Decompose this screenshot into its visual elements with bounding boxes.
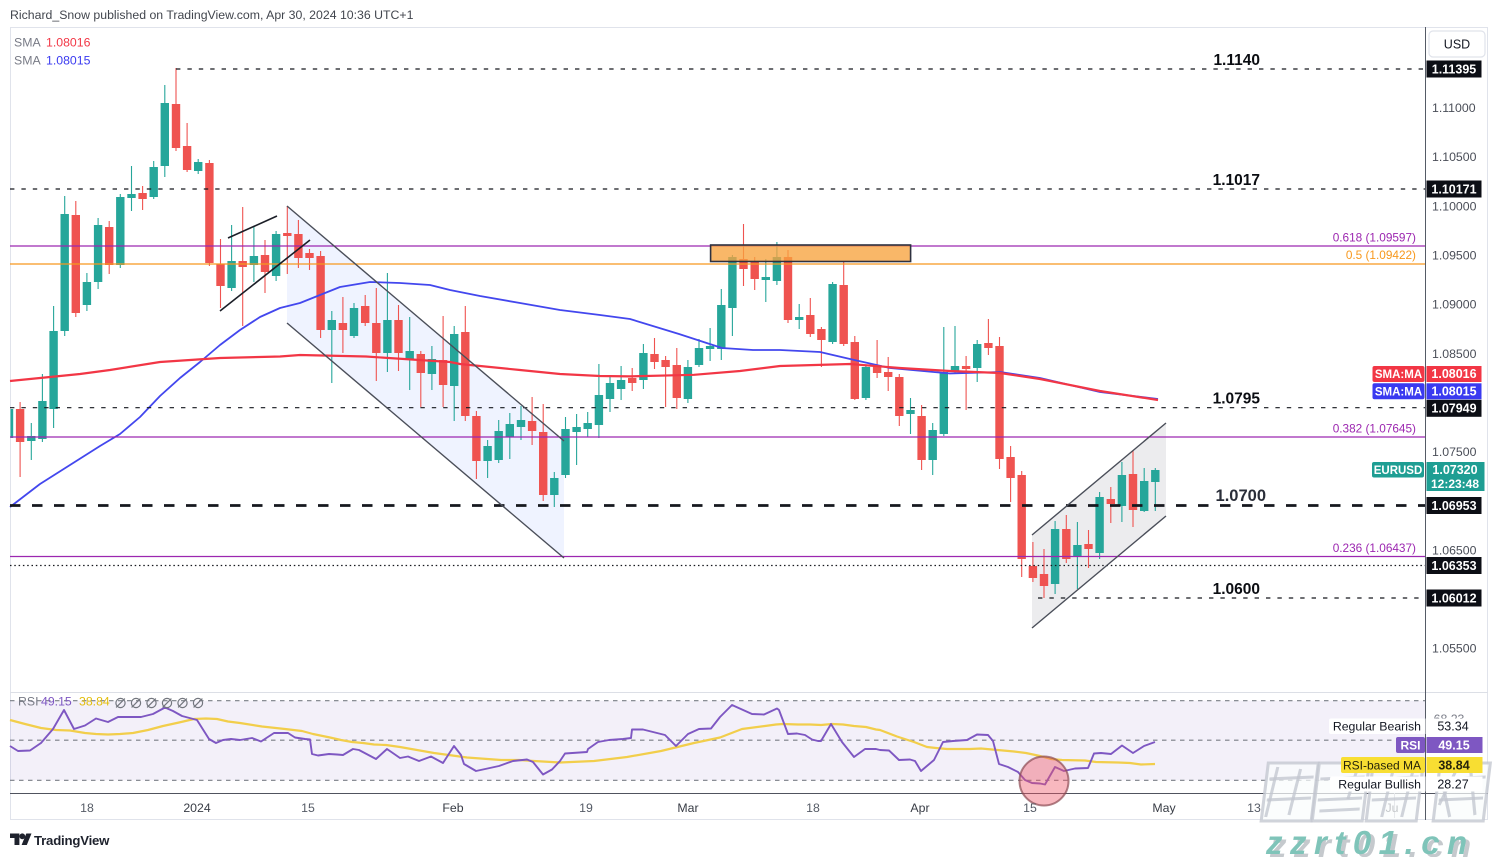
svg-text:1.08016: 1.08016 <box>1431 367 1476 381</box>
svg-text:USD: USD <box>1444 38 1470 52</box>
svg-text:Feb: Feb <box>442 801 463 815</box>
svg-text:RSI: RSI <box>18 695 39 709</box>
svg-text:19: 19 <box>579 801 593 815</box>
svg-text:12:23:48: 12:23:48 <box>1431 477 1479 491</box>
svg-text:RSI: RSI <box>1400 739 1420 753</box>
svg-text:18: 18 <box>806 801 820 815</box>
svg-text:15: 15 <box>301 801 315 815</box>
svg-text:49.15: 49.15 <box>1438 739 1469 753</box>
svg-text:SMA:MA: SMA:MA <box>1375 369 1422 381</box>
svg-text:Regular Bearish: Regular Bearish <box>1333 720 1421 734</box>
svg-text:Richard_Snow published on Trad: Richard_Snow published on TradingView.co… <box>10 8 414 22</box>
svg-text:1.1017: 1.1017 <box>1213 172 1260 189</box>
svg-text:1.11395: 1.11395 <box>1432 62 1477 76</box>
svg-text:SMA:MA: SMA:MA <box>1375 387 1422 399</box>
svg-text:1.05500: 1.05500 <box>1432 642 1477 656</box>
svg-text:SMA: SMA <box>14 54 41 68</box>
svg-text:1.07320: 1.07320 <box>1432 463 1477 477</box>
svg-text:1.08500: 1.08500 <box>1432 347 1477 361</box>
svg-text:1.09000: 1.09000 <box>1432 298 1477 312</box>
svg-text:28.27: 28.27 <box>1437 778 1468 792</box>
svg-text:1.0700: 1.0700 <box>1216 487 1266 505</box>
svg-text:TradingView: TradingView <box>34 833 110 848</box>
svg-text:0.618 (1.09597): 0.618 (1.09597) <box>1333 231 1416 245</box>
svg-text:Mar: Mar <box>677 801 698 815</box>
svg-text:1.1140: 1.1140 <box>1213 52 1260 69</box>
svg-text:EURUSD: EURUSD <box>1374 465 1423 477</box>
svg-text:15: 15 <box>1023 801 1037 815</box>
svg-text:1.06012: 1.06012 <box>1431 591 1476 605</box>
svg-text:0.382 (1.07645): 0.382 (1.07645) <box>1333 422 1416 436</box>
svg-text:1.09500: 1.09500 <box>1432 249 1477 263</box>
svg-text:zzrt01.cn: zzrt01.cn <box>1269 827 1479 857</box>
svg-text:1.10500: 1.10500 <box>1432 150 1477 164</box>
svg-text:38.84: 38.84 <box>1438 759 1469 773</box>
svg-text:1.08016: 1.08016 <box>46 36 91 50</box>
svg-text:2024: 2024 <box>183 801 211 815</box>
svg-text:zzrt01.cn: zzrt01.cn <box>1265 824 1475 857</box>
svg-text:13: 13 <box>1247 801 1261 815</box>
svg-text:1.0795: 1.0795 <box>1213 391 1261 408</box>
svg-text:1.07500: 1.07500 <box>1432 445 1477 459</box>
svg-text:1.11000: 1.11000 <box>1432 101 1476 115</box>
svg-text:May: May <box>1152 801 1176 815</box>
svg-text:1.06353: 1.06353 <box>1431 559 1476 573</box>
svg-text:1.10000: 1.10000 <box>1432 199 1477 213</box>
svg-text:38.84: 38.84 <box>79 695 110 709</box>
svg-text:Regular Bullish: Regular Bullish <box>1338 778 1421 792</box>
svg-text:Apr: Apr <box>910 801 929 815</box>
svg-text:18: 18 <box>80 801 94 815</box>
svg-text:0.5 (1.09422): 0.5 (1.09422) <box>1346 248 1416 262</box>
svg-text:RSI-based MA: RSI-based MA <box>1343 759 1421 773</box>
svg-text:49.15: 49.15 <box>41 695 72 709</box>
svg-text:SMA: SMA <box>14 36 41 50</box>
svg-text:1.0600: 1.0600 <box>1213 581 1260 598</box>
svg-text:1.06500: 1.06500 <box>1432 543 1477 557</box>
svg-text:1.07949: 1.07949 <box>1431 402 1476 416</box>
svg-text:53.34: 53.34 <box>1437 720 1468 734</box>
svg-text:1.06953: 1.06953 <box>1431 499 1476 513</box>
svg-text:1.10171: 1.10171 <box>1431 182 1476 196</box>
svg-text:0.236 (1.06437): 0.236 (1.06437) <box>1333 541 1416 555</box>
svg-text:1.08015: 1.08015 <box>46 54 91 68</box>
svg-text:1.08015: 1.08015 <box>1431 385 1476 399</box>
